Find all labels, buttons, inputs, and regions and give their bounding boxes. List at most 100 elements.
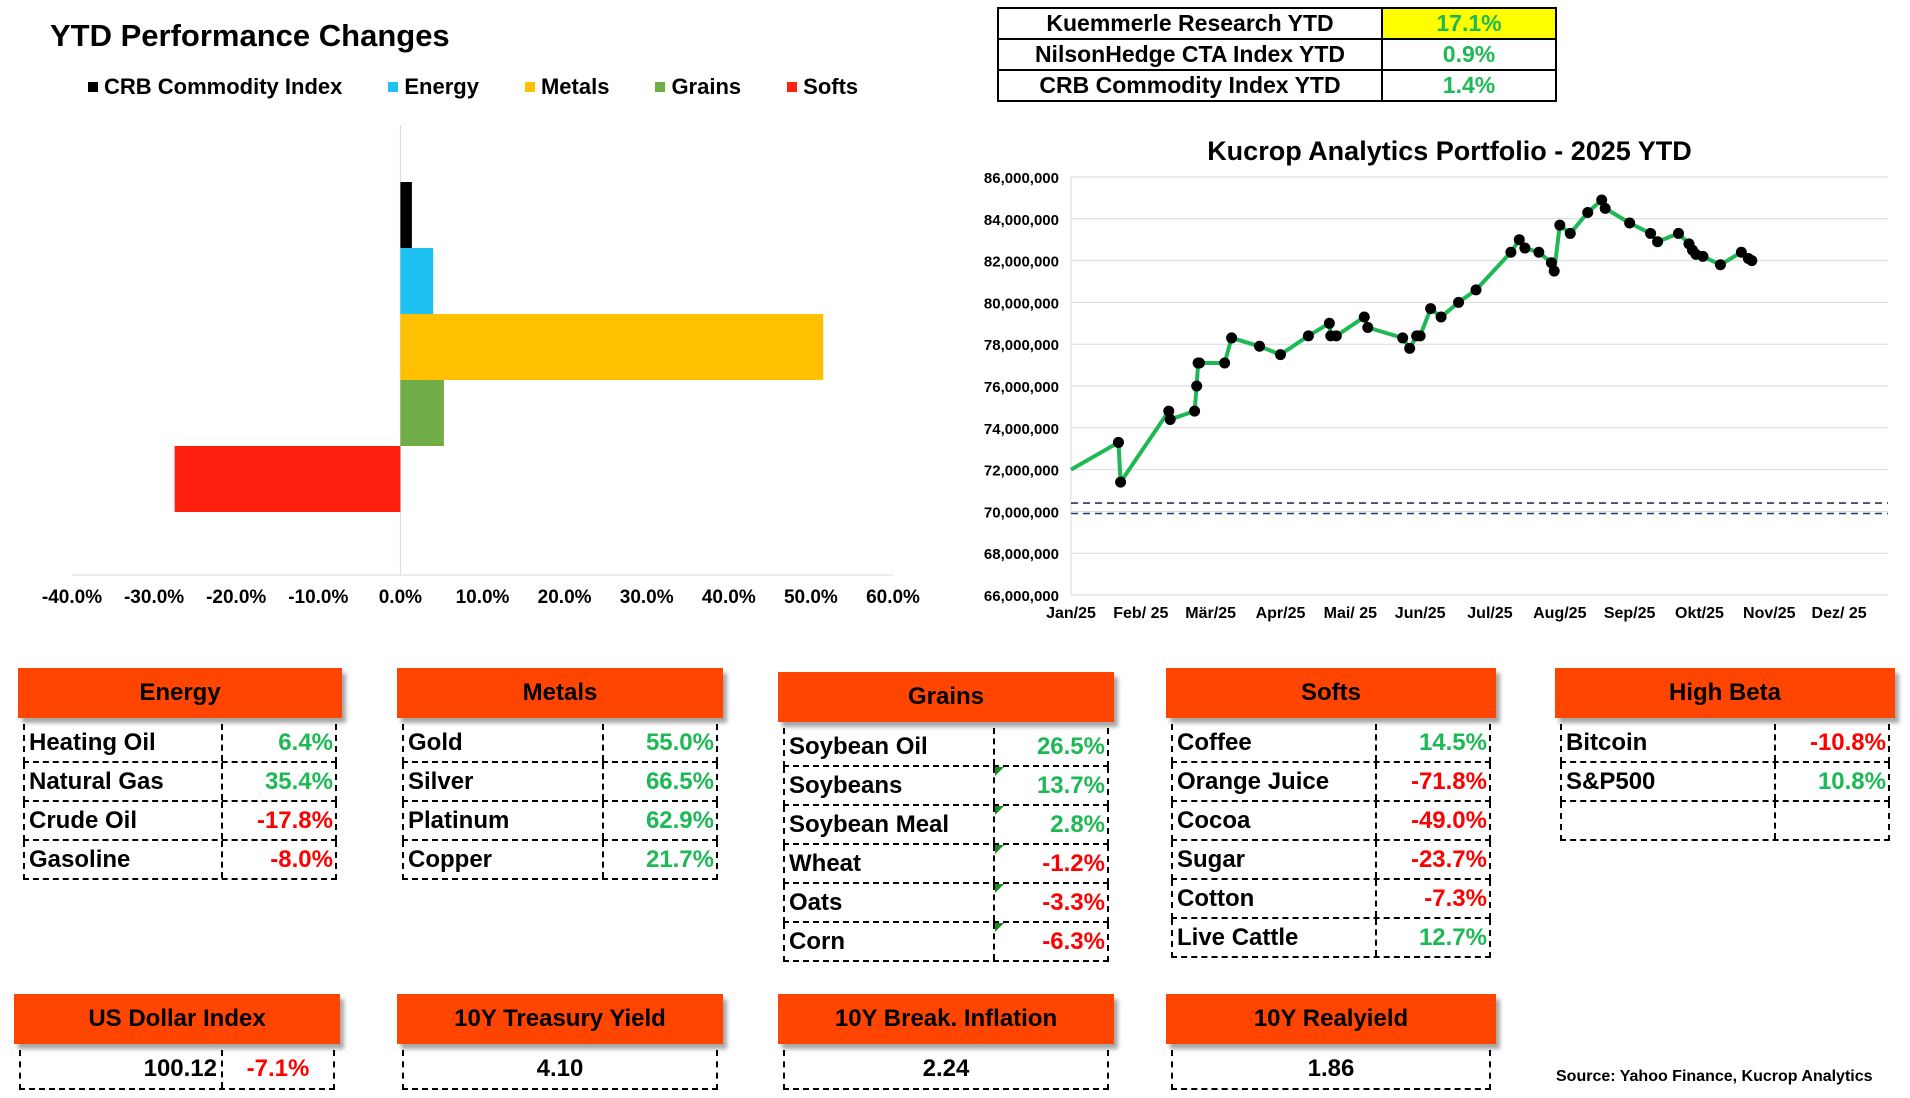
legend-swatch xyxy=(655,82,666,92)
grains-header: Grains xyxy=(778,672,1114,722)
portfolio-point xyxy=(1513,234,1525,246)
realyield-row: 1.86 xyxy=(1171,1050,1491,1090)
x-tick-label: Mär/25 xyxy=(1185,605,1236,622)
y-tick-label: 74,000,000 xyxy=(984,421,1059,438)
row-name: Soybean Oil xyxy=(785,728,995,765)
category-row: Soybeans 13.7% xyxy=(783,767,1109,806)
row-name: Wheat xyxy=(785,845,995,882)
metals-header: Metals xyxy=(397,668,723,718)
portfolio-point xyxy=(1599,202,1611,214)
row-name: Copper xyxy=(404,841,604,878)
summary-value: 1.4% xyxy=(1381,69,1557,102)
summary-label: Kuemmerle Research YTD xyxy=(997,7,1383,40)
legend-label: CRB Commodity Index xyxy=(104,74,343,99)
x-tick-label: Sep/25 xyxy=(1604,605,1656,622)
x-tick-label: -20.0% xyxy=(206,587,266,608)
x-tick-label: 60.0% xyxy=(866,587,920,608)
x-tick-label: 30.0% xyxy=(620,587,674,608)
line-chart-title: Kucrop Analytics Portfolio - 2025 YTD xyxy=(1207,136,1692,166)
category-row: Oats -3.3% xyxy=(783,884,1109,923)
row-value: -17.8% xyxy=(256,806,333,834)
row-value: -3.3% xyxy=(995,884,1107,921)
category-row: Crude Oil -17.8% xyxy=(23,802,337,841)
summary-row: Kuemmerle Research YTD 17.1% xyxy=(997,7,1557,40)
cell-note-marker xyxy=(995,923,1004,932)
row-name xyxy=(1562,802,1776,839)
row-name: Orange Juice xyxy=(1173,763,1377,800)
row-value: 14.5% xyxy=(1418,728,1487,756)
highbeta-header: High Beta xyxy=(1555,668,1895,718)
category-row: Silver 66.5% xyxy=(402,763,718,802)
x-tick-label: Feb/ 25 xyxy=(1113,605,1168,622)
category-row: Live Cattle 12.7% xyxy=(1171,919,1491,958)
portfolio-point xyxy=(1746,255,1758,267)
bar-metals xyxy=(400,314,824,380)
x-tick-label: Nov/25 xyxy=(1743,605,1796,622)
portfolio-point xyxy=(1645,227,1657,239)
x-tick-label: Jul/25 xyxy=(1467,605,1512,622)
row-value: -1.2% xyxy=(995,845,1107,882)
category-row: S&P500 10.8% xyxy=(1560,763,1890,802)
usd-index-header: US Dollar Index xyxy=(14,994,340,1044)
portfolio-line-chart: Kucrop Analytics Portfolio - 2025 YTD 66,… xyxy=(984,136,1888,622)
portfolio-point xyxy=(1624,217,1636,229)
row-name: Platinum xyxy=(404,802,604,839)
portfolio-point xyxy=(1652,236,1664,248)
category-row: Corn -6.3% xyxy=(783,923,1109,962)
treasury-value: 4.10 xyxy=(536,1055,584,1082)
legend-item-grains: Grains xyxy=(655,72,741,102)
row-name: Soybeans xyxy=(785,767,995,804)
y-tick-label: 82,000,000 xyxy=(984,254,1059,271)
row-name: Silver xyxy=(404,763,604,800)
breakeven-value: 2.24 xyxy=(922,1055,970,1082)
usd-index-row: 100.12 -7.1% xyxy=(19,1050,335,1090)
row-name: S&P500 xyxy=(1562,763,1776,800)
bar-grains xyxy=(400,380,444,446)
category-row: Coffee 14.5% xyxy=(1171,724,1491,763)
chart-title: YTD Performance Changes xyxy=(50,18,450,53)
y-tick-label: 68,000,000 xyxy=(984,546,1059,563)
category-row: Wheat -1.2% xyxy=(783,845,1109,884)
row-name: Coffee xyxy=(1173,724,1377,761)
energy-header: Energy xyxy=(18,668,342,718)
x-tick-label: -10.0% xyxy=(288,587,348,608)
legend-label: Metals xyxy=(540,74,610,99)
category-row: Natural Gas 35.4% xyxy=(23,763,337,802)
highbeta-box: High Beta Bitcoin -10.8% S&P500 10.8% xyxy=(1555,668,1895,841)
category-row: Soybean Oil 26.5% xyxy=(783,728,1109,767)
treasury-header: 10Y Treasury Yield xyxy=(397,994,723,1044)
breakeven-row: 2.24 xyxy=(783,1050,1109,1090)
row-name: Cotton xyxy=(1173,880,1377,917)
portfolio-point xyxy=(1323,317,1335,329)
row-value: 10.8% xyxy=(1817,767,1886,795)
portfolio-point xyxy=(1226,332,1238,344)
portfolio-point xyxy=(1697,250,1709,262)
row-value: 12.7% xyxy=(1418,923,1487,951)
portfolio-point xyxy=(1362,321,1374,333)
portfolio-series-line xyxy=(1070,197,1753,485)
summary-label: CRB Commodity Index YTD xyxy=(997,69,1383,102)
treasury-box: 10Y Treasury Yield 4.10 xyxy=(397,994,723,1090)
cell-note-marker xyxy=(995,806,1004,815)
portfolio-point xyxy=(1505,246,1517,258)
legend-swatch xyxy=(88,82,98,92)
portfolio-point xyxy=(1191,380,1203,392)
legend-item-softs: Softs xyxy=(787,72,858,102)
portfolio-point xyxy=(1112,436,1124,448)
legend-swatch xyxy=(524,82,535,92)
x-tick-label: Aug/25 xyxy=(1533,605,1586,622)
portfolio-point xyxy=(1714,259,1726,271)
row-name: Cocoa xyxy=(1173,802,1377,839)
row-value: -6.3% xyxy=(995,923,1107,960)
portfolio-point xyxy=(1274,349,1286,361)
realyield-value: 1.86 xyxy=(1307,1055,1355,1082)
usd-index-box: US Dollar Index 100.12 -7.1% xyxy=(14,994,340,1090)
portfolio-point xyxy=(1435,311,1447,323)
row-name: Heating Oil xyxy=(25,724,223,761)
energy-box: Energy Heating Oil 6.4% Natural Gas 35.4% Cr… xyxy=(18,668,342,880)
y-tick-label: 66,000,000 xyxy=(984,588,1059,605)
summary-value: 0.9% xyxy=(1381,38,1557,71)
y-tick-label: 72,000,000 xyxy=(984,463,1059,480)
grains-rows: Soybean Oil 26.5% Soybeans 13.7% Soybean Mea… xyxy=(783,728,1109,962)
row-value: 66.5% xyxy=(645,767,714,795)
